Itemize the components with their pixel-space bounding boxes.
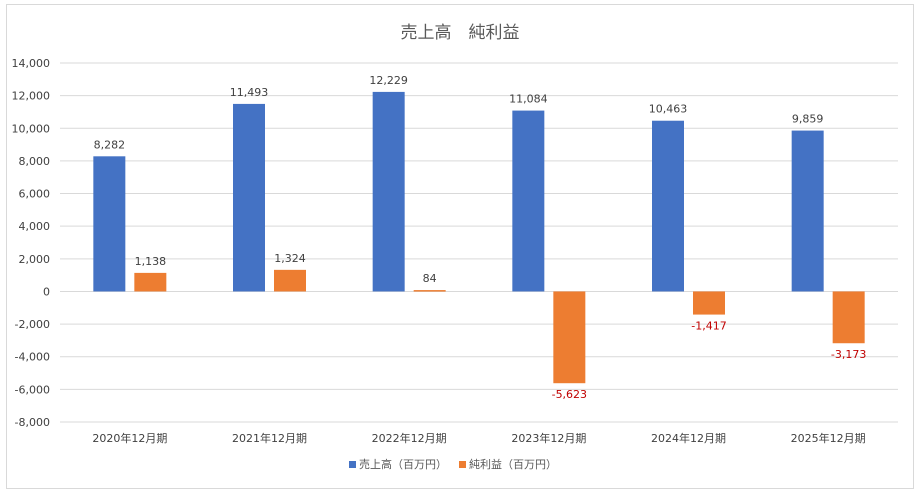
legend-label-net-income: 純利益（百万円） <box>469 457 557 471</box>
net-income-bar <box>134 272 167 292</box>
gridlines <box>60 62 898 423</box>
y-tick-label: 10,000 <box>12 122 51 135</box>
sales-bar <box>233 103 265 292</box>
y-tick-label: 6,000 <box>19 188 51 201</box>
y-tick-label: -8,000 <box>15 416 50 429</box>
y-axis: 14,000 12,000 10,000 8,000 6,000 4,000 2,000 0 -… <box>12 57 51 429</box>
y-tick-label: 8,000 <box>19 155 51 168</box>
y-tick-label: 14,000 <box>12 57 51 70</box>
net-income-bar <box>553 291 586 384</box>
sales-data-label: 12,229 <box>369 74 408 87</box>
net-income-bar <box>413 290 446 292</box>
sales-data-label: 8,282 <box>94 138 126 151</box>
x-category-label: 2022年12月期 <box>372 431 447 445</box>
sales-data-label: 11,493 <box>230 86 269 99</box>
net-income-data-label: -1,417 <box>691 320 726 333</box>
legend-swatch-sales <box>349 461 356 468</box>
y-tick-label: -6,000 <box>15 383 50 396</box>
net-income-data-label: 84 <box>423 272 437 285</box>
net-income-data-label: -3,173 <box>831 348 866 361</box>
y-tick-label: -2,000 <box>15 318 50 331</box>
bars <box>93 91 865 384</box>
sales-bar <box>652 120 684 292</box>
net-income-bar <box>693 291 725 315</box>
x-category-label: 2021年12月期 <box>232 431 307 445</box>
data-labels: 8,282 1,138 11,493 1,324 12,229 84 11,084 -5,62… <box>94 74 867 401</box>
x-category-label: 2020年12月期 <box>92 431 167 445</box>
legend-label-sales: 売上高（百万円） <box>359 457 447 471</box>
sales-data-label: 10,463 <box>649 103 688 116</box>
y-tick-label: 12,000 <box>12 90 51 103</box>
sales-bar <box>372 91 405 292</box>
chart-frame <box>6 4 914 489</box>
chart-title: 売上高 純利益 <box>401 23 520 43</box>
net-income-bar <box>274 269 306 292</box>
net-income-bar <box>832 291 865 344</box>
y-tick-label: -4,000 <box>15 351 50 364</box>
x-category-label: 2025年12月期 <box>791 431 866 445</box>
x-category-label: 2023年12月期 <box>511 431 586 445</box>
sales-bar <box>512 110 545 292</box>
net-income-data-label: 1,138 <box>135 255 167 268</box>
y-tick-label: 2,000 <box>19 253 51 266</box>
y-tick-label: 0 <box>43 285 50 298</box>
y-tick-label: 4,000 <box>19 220 51 233</box>
legend-swatch-net-income <box>459 461 466 468</box>
sales-data-label: 11,084 <box>509 93 548 106</box>
sales-bar <box>93 156 126 292</box>
x-category-label: 2024年12月期 <box>651 431 726 445</box>
sales-bar <box>791 130 824 292</box>
x-axis: 2020年12月期 2021年12月期 2022年12月期 2023年12月期 2024… <box>92 431 865 445</box>
net-income-data-label: 1,324 <box>274 252 306 265</box>
sales-data-label: 9,859 <box>792 113 824 126</box>
net-income-data-label: -5,623 <box>552 388 587 401</box>
legend: 売上高（百万円） 純利益（百万円） <box>349 457 557 471</box>
